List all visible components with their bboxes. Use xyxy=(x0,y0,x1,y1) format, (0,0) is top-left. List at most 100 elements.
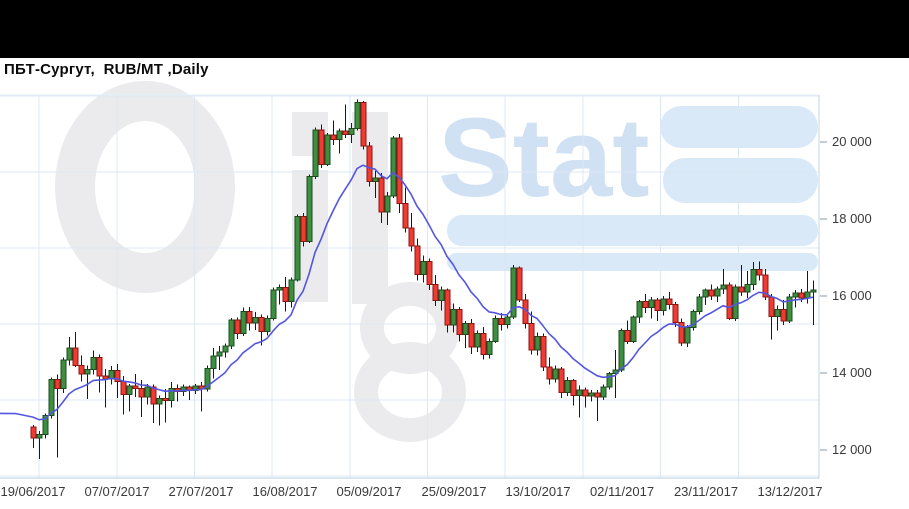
candle-down xyxy=(30,426,37,439)
candle-down xyxy=(468,323,475,348)
candle-up xyxy=(312,129,319,178)
candle-down xyxy=(360,102,367,147)
candle-up xyxy=(276,287,283,291)
candle-up xyxy=(348,128,355,135)
candle-up xyxy=(474,333,481,348)
candle-down xyxy=(234,319,241,335)
candle-down xyxy=(708,289,715,297)
candle-up xyxy=(144,386,151,398)
candle-down xyxy=(726,284,733,319)
candle-down xyxy=(402,203,409,229)
candle-down xyxy=(426,260,433,285)
candle-down xyxy=(558,368,565,393)
candle-up xyxy=(60,359,67,389)
candle-up xyxy=(618,330,625,371)
candle-up xyxy=(270,289,277,319)
candle-up xyxy=(744,283,751,293)
chart-title: ПБТ-Сургут, RUB/MT ,Daily xyxy=(4,61,209,78)
candle-up xyxy=(42,414,49,436)
candle-up xyxy=(564,380,571,393)
candle-up xyxy=(306,176,313,242)
candle-up xyxy=(264,317,271,332)
candle-down xyxy=(414,245,421,275)
candle-down xyxy=(570,380,577,396)
candle-up xyxy=(510,267,517,318)
watermark-letter-o xyxy=(55,81,235,293)
watermark-bar-4 xyxy=(447,253,818,271)
y-tick-label: 14 000 xyxy=(832,365,872,380)
candle-up xyxy=(648,299,655,309)
y-tick-label: 20 000 xyxy=(832,134,872,149)
candle-down xyxy=(756,268,763,276)
candle-up xyxy=(534,335,541,351)
candle-up xyxy=(750,268,757,285)
candle-down xyxy=(246,310,253,324)
candle-down xyxy=(258,317,265,332)
candle-down xyxy=(72,347,79,366)
candle-up xyxy=(126,385,133,396)
ma-line xyxy=(0,164,814,421)
x-tick-label: 16/08/2017 xyxy=(252,484,318,499)
candle-up xyxy=(156,397,163,405)
candle-down xyxy=(330,134,337,141)
candle-up xyxy=(204,367,211,390)
candle-down xyxy=(132,385,139,389)
candle-down xyxy=(54,379,61,389)
candle-up xyxy=(384,195,391,213)
candle-down xyxy=(300,216,307,242)
candle-down xyxy=(378,177,385,213)
candle-down xyxy=(678,322,685,344)
candle-up xyxy=(294,216,301,281)
watermark-bar-3 xyxy=(447,215,818,246)
candle-down xyxy=(642,300,649,309)
y-tick-label: 12 000 xyxy=(832,442,872,457)
candle-up xyxy=(732,286,739,319)
candle-up xyxy=(36,434,43,439)
candle-down xyxy=(114,369,121,382)
candle-up xyxy=(636,300,643,318)
candle-down xyxy=(318,129,325,165)
candle-up xyxy=(714,288,721,297)
candle-down xyxy=(96,357,103,377)
candle-up xyxy=(222,345,229,353)
candle-up xyxy=(90,357,97,371)
candle-down xyxy=(366,145,373,183)
candle-up xyxy=(372,177,379,183)
candle-up xyxy=(804,291,811,299)
candle-down xyxy=(780,308,787,322)
x-tick-label: 07/07/2017 xyxy=(84,484,150,499)
candle-up xyxy=(390,137,397,197)
candle-up xyxy=(786,296,793,322)
candle-up xyxy=(192,385,199,392)
candle-down xyxy=(798,292,805,299)
candle-down xyxy=(456,308,463,336)
candle-up xyxy=(684,327,691,344)
candle-down xyxy=(396,137,403,205)
candle-down xyxy=(162,397,169,402)
candle-up xyxy=(660,298,667,312)
candle-up xyxy=(438,289,445,302)
watermark-bar-2 xyxy=(663,158,818,203)
candle-up xyxy=(588,392,595,397)
oilstat-watermark: Stat xyxy=(55,81,818,442)
candle-up xyxy=(504,316,511,325)
candle-down xyxy=(540,335,547,368)
candle-down xyxy=(546,366,553,380)
candle-down xyxy=(408,227,415,247)
candle-up xyxy=(774,308,781,317)
candle-down xyxy=(282,287,289,302)
watermark-stat-text: Stat xyxy=(438,95,650,220)
watermark-drop-bottom xyxy=(354,342,466,442)
candle-up xyxy=(810,289,817,293)
axis-ticks xyxy=(820,141,827,451)
candle-up xyxy=(690,310,697,329)
candle-up xyxy=(486,340,493,356)
candle-up xyxy=(354,102,361,130)
candle-down xyxy=(444,289,451,326)
top-black-bar xyxy=(0,0,909,58)
y-tick-label: 16 000 xyxy=(832,288,872,303)
y-tick-label: 18 000 xyxy=(832,211,872,226)
candle-up xyxy=(696,296,703,312)
